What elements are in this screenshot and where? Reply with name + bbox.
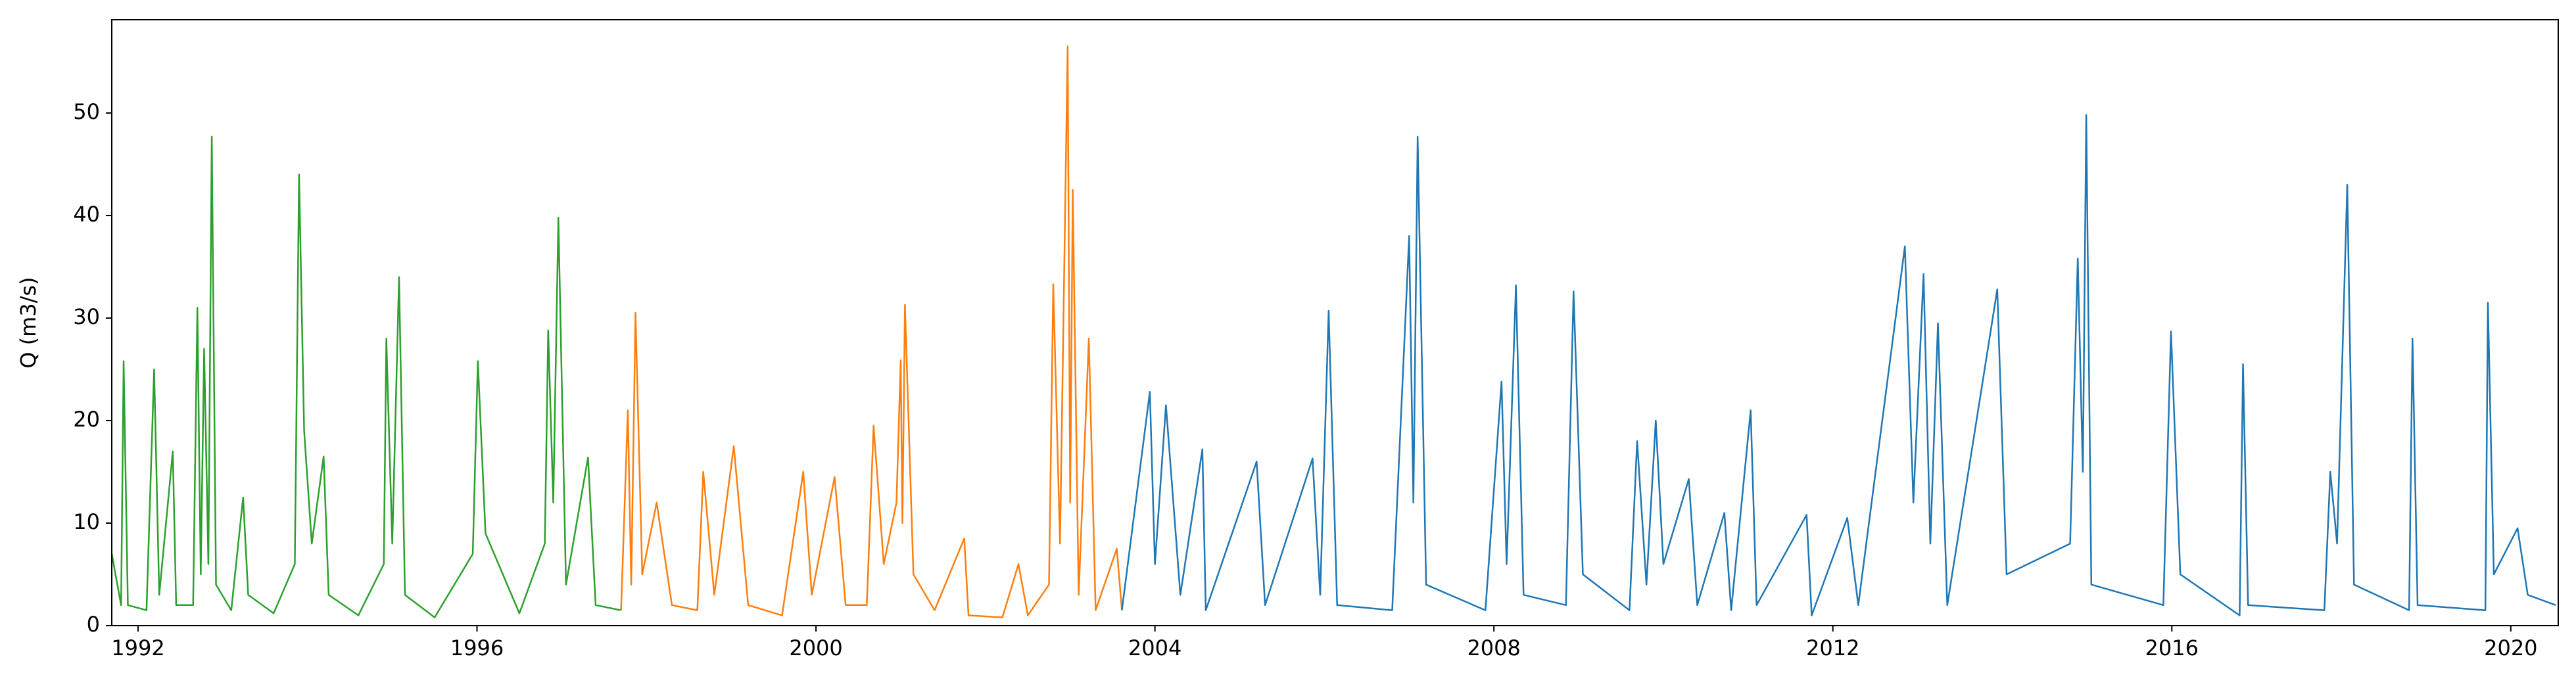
- x-tick-label: 2008: [1467, 635, 1520, 660]
- plot-area: [112, 45, 2556, 618]
- x-tick-label: 1992: [111, 635, 164, 660]
- series-line: [1121, 114, 2556, 616]
- x-tick-label: 2016: [2145, 635, 2199, 660]
- y-tick-label: 0: [87, 612, 100, 637]
- x-tick-label: 2000: [789, 635, 842, 660]
- y-axis-label: Q (m3/s): [16, 277, 41, 368]
- x-tick-label: 2004: [1128, 635, 1181, 660]
- y-tick-label: 40: [73, 202, 100, 227]
- x-tick-label: 2012: [1806, 635, 1859, 660]
- series-line: [112, 135, 621, 618]
- plot-frame: [111, 19, 2559, 626]
- y-tick-label: 30: [73, 304, 100, 329]
- y-tick-label: 10: [73, 509, 100, 534]
- x-tick-label: 1996: [450, 635, 504, 660]
- y-tick-label: 50: [73, 99, 100, 124]
- x-tick-label: 2020: [2484, 635, 2537, 660]
- y-tick-label: 20: [73, 407, 100, 432]
- series-line: [620, 45, 1123, 618]
